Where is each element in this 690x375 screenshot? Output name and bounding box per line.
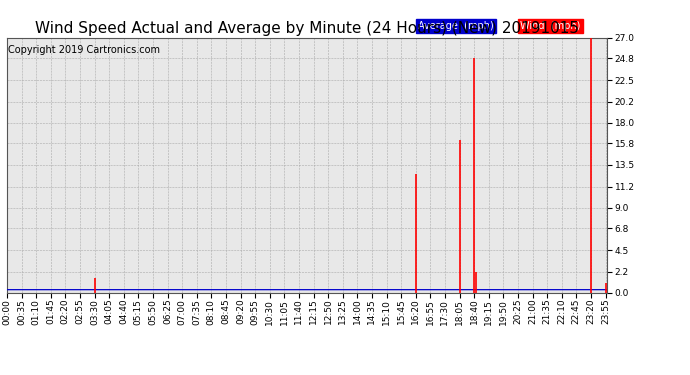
Title: Wind Speed Actual and Average by Minute (24 Hours) (New) 20191015: Wind Speed Actual and Average by Minute … [35,21,579,36]
Text: Average  (mph): Average (mph) [418,21,494,31]
Text: Wind  (mph): Wind (mph) [520,21,580,31]
Text: Copyright 2019 Cartronics.com: Copyright 2019 Cartronics.com [8,45,160,55]
